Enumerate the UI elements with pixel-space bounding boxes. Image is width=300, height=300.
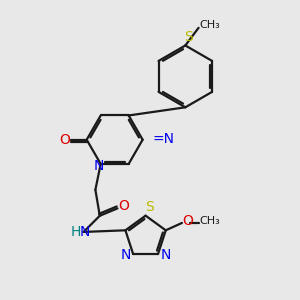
Text: O: O xyxy=(182,214,193,229)
Text: H: H xyxy=(70,225,80,239)
Text: =N: =N xyxy=(152,132,174,146)
Text: CH₃: CH₃ xyxy=(200,20,220,30)
Text: O: O xyxy=(118,199,129,213)
Text: S: S xyxy=(184,30,193,44)
Text: N: N xyxy=(94,159,104,173)
Text: S: S xyxy=(145,200,154,214)
Text: N: N xyxy=(160,248,171,262)
Text: N: N xyxy=(80,225,90,239)
Text: N: N xyxy=(121,248,131,262)
Text: CH₃: CH₃ xyxy=(199,217,220,226)
Text: O: O xyxy=(59,133,70,147)
